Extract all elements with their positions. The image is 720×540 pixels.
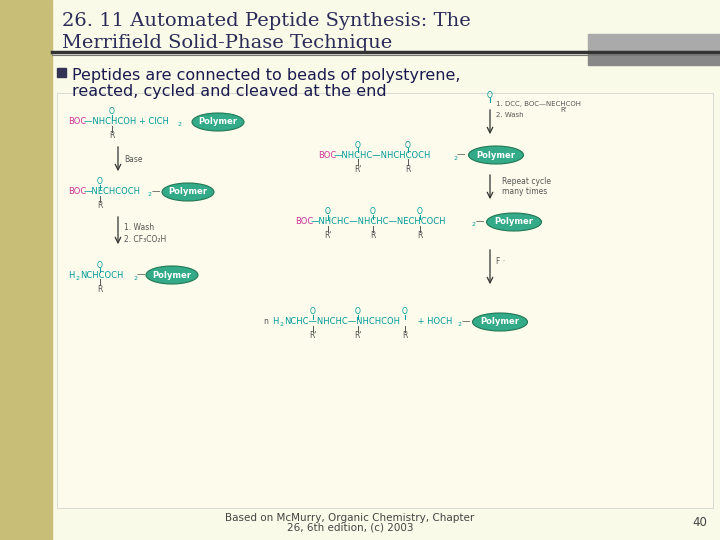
Bar: [57, 68, 66, 77]
Text: R: R: [97, 285, 103, 294]
Text: O: O: [97, 260, 103, 269]
Text: Repeat cycle: Repeat cycle: [502, 178, 551, 186]
Text: 26, 6th edition, (c) 2003: 26, 6th edition, (c) 2003: [287, 522, 413, 532]
Ellipse shape: [192, 113, 244, 131]
Text: 1. Wash: 1. Wash: [124, 222, 154, 232]
Text: BOC: BOC: [295, 218, 313, 226]
Text: O: O: [310, 307, 316, 316]
Text: O: O: [402, 307, 408, 316]
Text: H: H: [272, 318, 279, 327]
Text: 2: 2: [148, 192, 152, 198]
Text: NCHCOCH: NCHCOCH: [80, 271, 123, 280]
Text: n: n: [263, 318, 268, 327]
Text: R: R: [370, 232, 376, 240]
Text: 2: 2: [458, 322, 462, 327]
Text: Based on McMurry, Organic Chemistry, Chapter: Based on McMurry, Organic Chemistry, Cha…: [225, 513, 474, 523]
Bar: [0, 0, 52, 540]
Ellipse shape: [487, 213, 541, 231]
Text: O: O: [355, 140, 361, 150]
Text: 2: 2: [472, 222, 476, 227]
Text: O: O: [487, 91, 493, 99]
Text: Polymer: Polymer: [480, 318, 520, 327]
Text: Merrifield Solid-Phase Technique: Merrifield Solid-Phase Technique: [62, 34, 392, 52]
Ellipse shape: [472, 313, 528, 331]
Text: —: —: [457, 151, 465, 159]
Text: —NECHCOCH: —NECHCOCH: [84, 187, 141, 197]
Text: —NHCHC—NHCHCOCH: —NHCHC—NHCHCOCH: [334, 151, 431, 159]
Text: + HOCH: + HOCH: [415, 318, 452, 327]
Ellipse shape: [146, 266, 198, 284]
Text: —: —: [152, 187, 161, 197]
Text: —: —: [476, 218, 485, 226]
Text: O: O: [370, 207, 376, 217]
Text: —NHCHC—NHCHC—NECHCOCH: —NHCHC—NHCHC—NECHCOCH: [311, 218, 446, 226]
Text: O: O: [417, 207, 423, 217]
Text: O: O: [109, 107, 115, 117]
Text: R': R': [324, 232, 332, 240]
Text: R: R: [97, 201, 103, 211]
Text: BOC: BOC: [68, 118, 86, 126]
Text: 26. 11 Automated Peptide Synthesis: The: 26. 11 Automated Peptide Synthesis: The: [62, 12, 471, 30]
Text: NCHC—NHCHC—NHCHCOH: NCHC—NHCHC—NHCHCOH: [284, 318, 400, 327]
Text: Polymer: Polymer: [153, 271, 192, 280]
Text: Polymer: Polymer: [168, 187, 207, 197]
Text: BOC: BOC: [318, 151, 336, 159]
Text: R': R': [354, 332, 361, 341]
Text: BOC: BOC: [68, 187, 86, 197]
Text: O: O: [355, 307, 361, 316]
Text: O: O: [325, 207, 331, 217]
Text: R': R': [310, 332, 317, 341]
Text: 2: 2: [279, 322, 283, 327]
Text: —: —: [462, 318, 470, 327]
Text: 40: 40: [693, 516, 708, 530]
Text: 2: 2: [178, 123, 182, 127]
Text: Peptides are connected to beads of polystyrene,: Peptides are connected to beads of polys…: [72, 68, 461, 83]
Text: O: O: [405, 140, 411, 150]
Text: H: H: [68, 271, 74, 280]
Text: 1. DCC, BOC—NECHCOH: 1. DCC, BOC—NECHCOH: [496, 101, 581, 107]
Text: R: R: [405, 165, 410, 173]
Text: R': R': [560, 107, 567, 113]
Text: —NHCHCOH + ClCH: —NHCHCOH + ClCH: [84, 118, 169, 126]
Ellipse shape: [162, 183, 214, 201]
Text: F ·: F ·: [496, 258, 505, 267]
Bar: [588, 34, 720, 52]
Text: Polymer: Polymer: [495, 218, 534, 226]
Text: R: R: [402, 332, 408, 341]
Text: 2. Wash: 2. Wash: [496, 112, 523, 118]
Bar: [57, 93, 713, 508]
Text: O: O: [97, 178, 103, 186]
Text: many times: many times: [502, 187, 547, 197]
Text: —: —: [137, 271, 145, 280]
Text: Base: Base: [124, 154, 143, 164]
Text: 2. CF₃CO₂H: 2. CF₃CO₂H: [124, 234, 166, 244]
Text: Polymer: Polymer: [199, 118, 238, 126]
Text: R': R': [354, 165, 361, 173]
Text: R: R: [109, 132, 114, 140]
Text: Polymer: Polymer: [477, 151, 516, 159]
Text: 2: 2: [75, 275, 79, 280]
Text: 2: 2: [133, 275, 137, 280]
Text: 2: 2: [453, 156, 457, 160]
Text: reacted, cycled and cleaved at the end: reacted, cycled and cleaved at the end: [72, 84, 387, 99]
Bar: [588, 52, 720, 65]
Ellipse shape: [469, 146, 523, 164]
Text: R: R: [418, 232, 423, 240]
